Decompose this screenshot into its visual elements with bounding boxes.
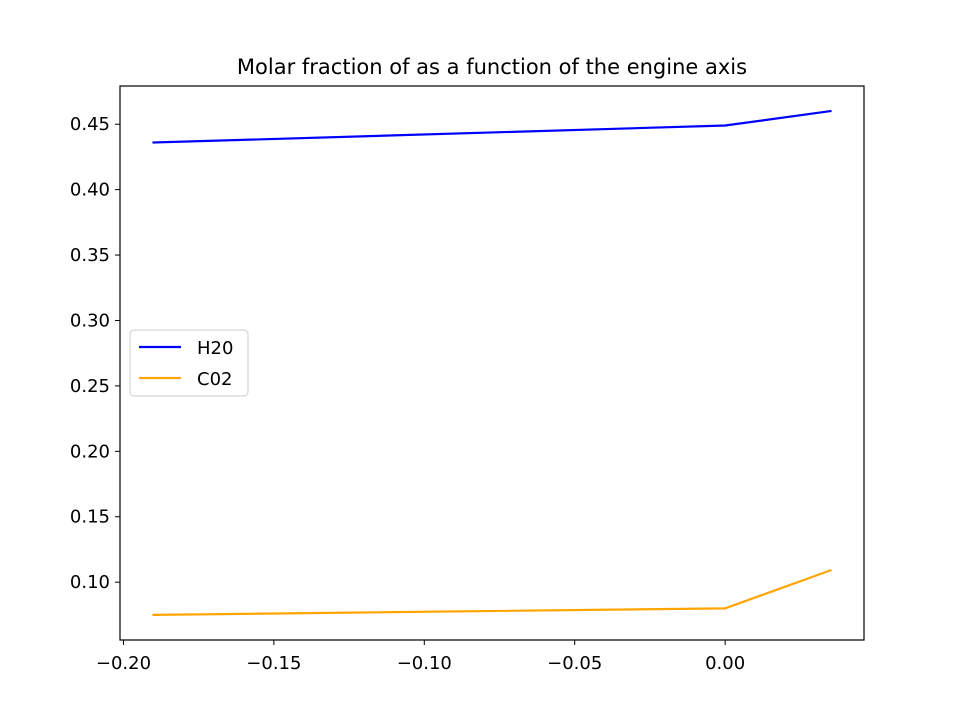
legend-label-h20: H20 <box>197 338 233 359</box>
y-tick-label: 0.35 <box>70 245 110 266</box>
axes: −0.20 −0.15 −0.10 −0.05 0.00 0.10 0.15 0.20 0.25… <box>70 85 865 674</box>
y-tick-label: 0.20 <box>70 441 110 462</box>
x-tick-label: −0.05 <box>547 653 602 674</box>
y-tick-label: 0.40 <box>70 180 110 201</box>
chart-title: Molar fraction of as a function of the e… <box>237 55 747 79</box>
x-tick-label: 0.00 <box>705 653 745 674</box>
axes-frame <box>119 85 865 641</box>
x-tick-label: −0.20 <box>96 653 151 674</box>
y-tick-label: 0.15 <box>70 507 110 528</box>
legend-label-c02: C02 <box>197 369 232 390</box>
y-tick-label: 0.30 <box>70 310 110 331</box>
plot-area <box>152 109 832 616</box>
series-line-h20 <box>152 109 832 144</box>
series-line-c02 <box>152 568 832 616</box>
y-tick-label: 0.10 <box>70 572 110 593</box>
x-tick-label: −0.10 <box>397 653 452 674</box>
y-tick-label: 0.45 <box>70 114 110 135</box>
y-tick-label: 0.25 <box>70 376 110 397</box>
x-tick-label: −0.15 <box>246 653 301 674</box>
